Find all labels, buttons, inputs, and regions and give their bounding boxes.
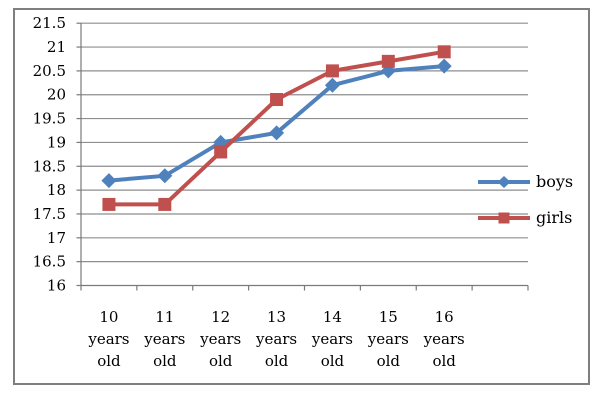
- girls-marker: [102, 197, 116, 211]
- y-tick-label: 17: [47, 229, 66, 247]
- y-tick-label: 16: [47, 277, 66, 295]
- x-category-label: 11 years old: [143, 308, 185, 370]
- girls-marker: [437, 45, 451, 59]
- legend-label-girls: girls: [536, 208, 573, 227]
- girls-marker: [270, 93, 284, 107]
- legend-label-boys: boys: [536, 172, 574, 191]
- x-category-label: 14 years old: [311, 308, 353, 370]
- boys-marker: [157, 168, 173, 184]
- boys-marker: [324, 77, 340, 93]
- y-tick-label: 20: [47, 86, 66, 104]
- y-tick-label: 16.5: [33, 253, 66, 271]
- boys-series-line: [106, 64, 447, 183]
- y-tick-label: 18: [47, 181, 66, 199]
- y-tick-label: 20.5: [33, 62, 66, 80]
- boys-marker: [101, 173, 117, 189]
- x-category-label: 10 years old: [87, 308, 129, 370]
- girls-marker: [158, 197, 172, 211]
- x-category-label: 13 years old: [255, 308, 297, 370]
- y-tick-label: 17.5: [33, 205, 66, 223]
- x-category-label: 15 years old: [367, 308, 409, 370]
- chart-legend: boys girls: [477, 171, 573, 229]
- boys-marker: [269, 125, 285, 141]
- y-tick-label: 18.5: [33, 157, 66, 175]
- girls-marker: [381, 54, 395, 68]
- x-category-label: 16 years old: [423, 308, 465, 370]
- x-category-label: 12 years old: [199, 308, 241, 370]
- y-tick-label: 19: [47, 133, 66, 151]
- boys-series-marker-icon: [478, 176, 530, 188]
- boys-marker: [436, 58, 452, 74]
- y-tick-label: 21.5: [33, 14, 66, 32]
- girls-marker: [214, 145, 228, 159]
- girls-marker: [325, 64, 339, 78]
- y-tick-label: 19.5: [33, 110, 66, 128]
- legend-item-boys: boys: [477, 171, 573, 193]
- legend-item-girls: girls: [477, 207, 573, 229]
- girls-series-marker-icon: [478, 212, 530, 224]
- y-tick-label: 21: [47, 38, 66, 56]
